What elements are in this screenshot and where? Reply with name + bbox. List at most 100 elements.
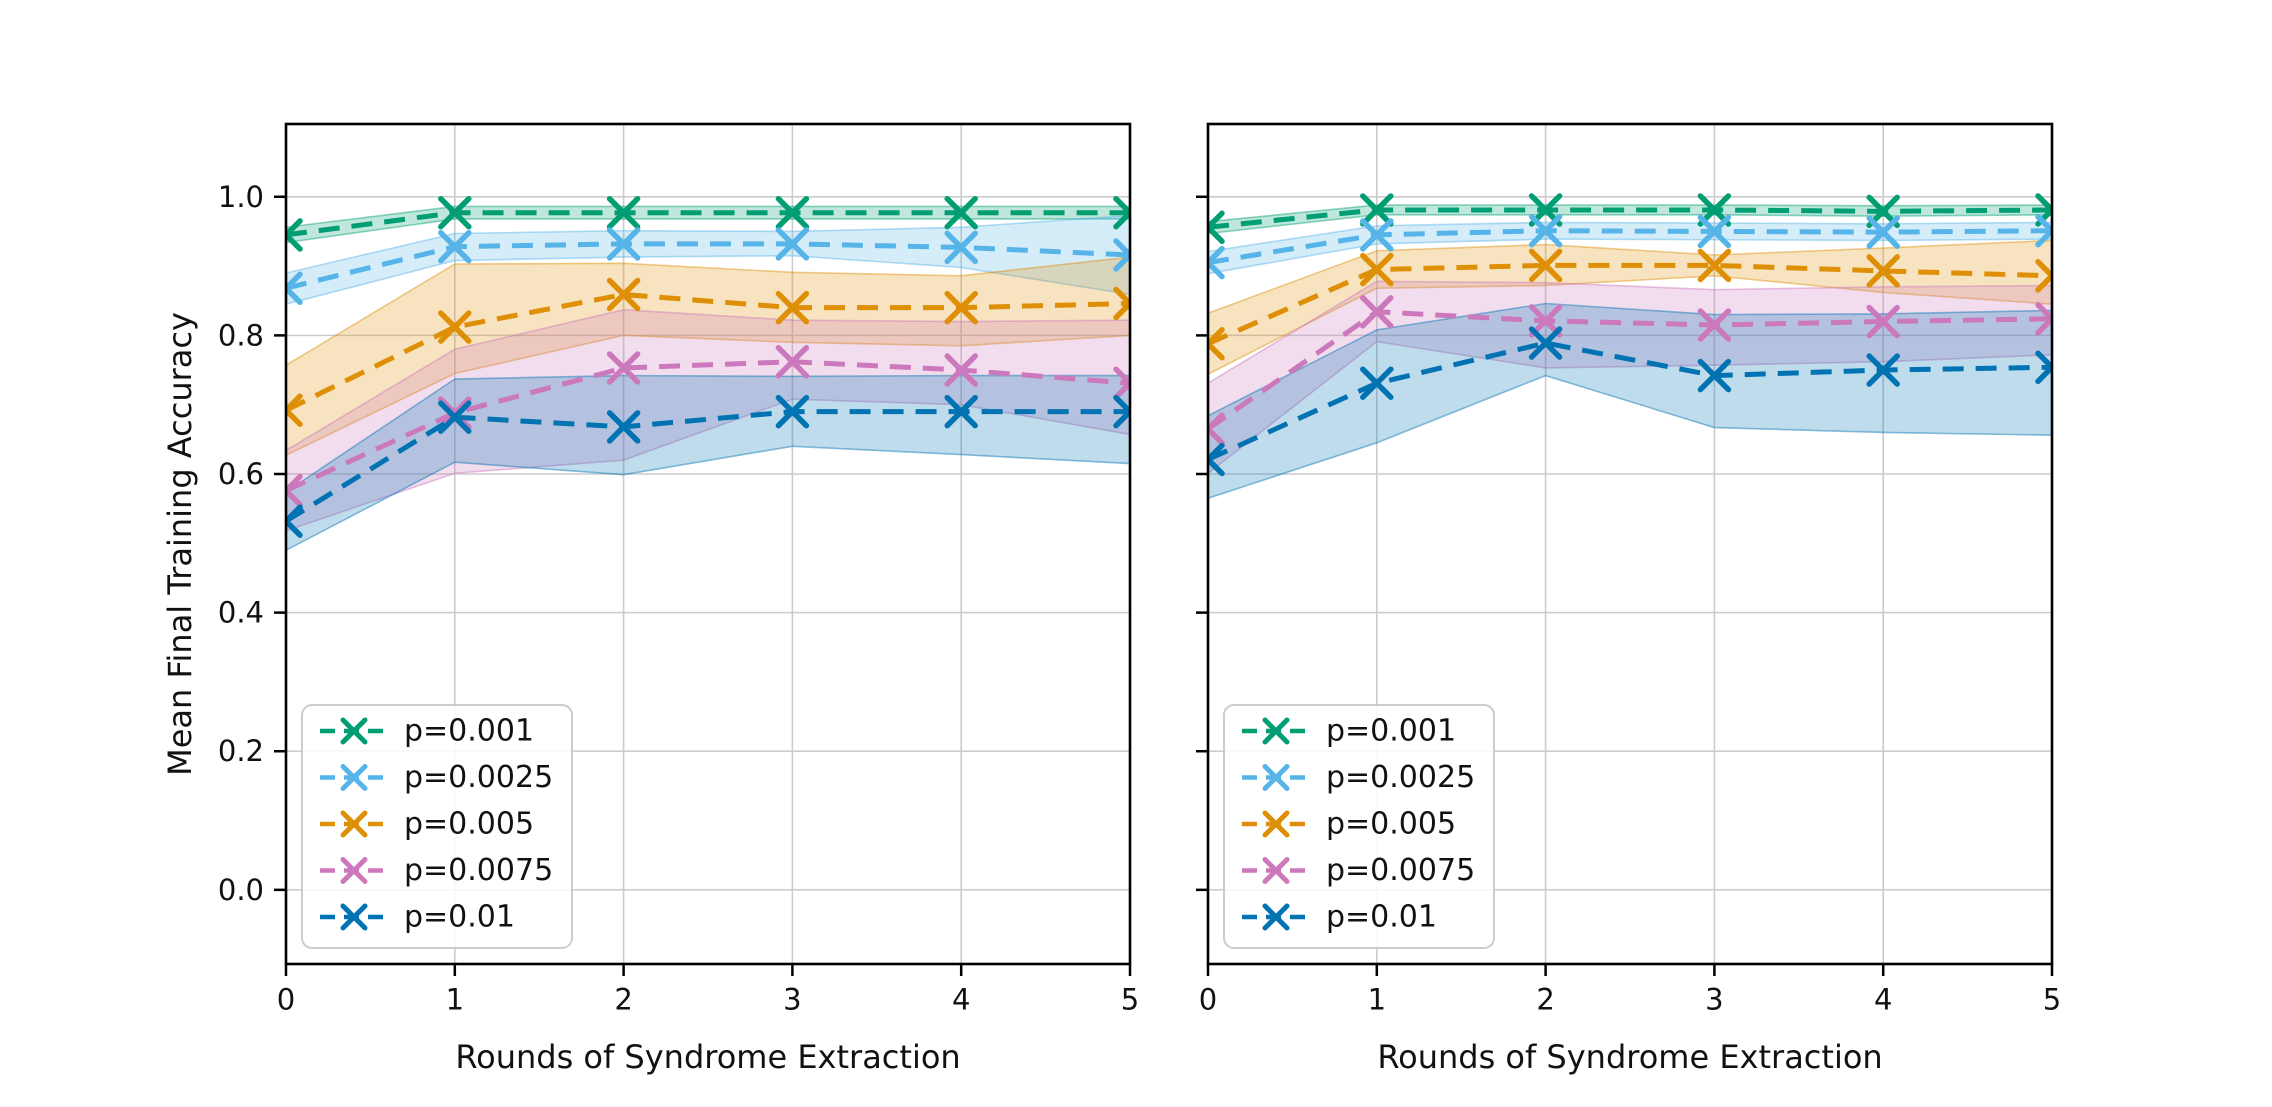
x-tick-label: 1 (446, 983, 464, 1017)
series-marker (775, 227, 810, 261)
legend: p=0.001 p=0.0025 p=0.005 p=0.0075 p=0.01 (1223, 704, 1495, 949)
series-marker (438, 310, 472, 344)
series-marker (1528, 248, 1563, 283)
series-marker (775, 195, 810, 230)
series-marker (1113, 286, 1130, 321)
series-marker (1866, 254, 1900, 288)
x-tick-label: 4 (952, 983, 970, 1017)
series-marker (286, 271, 303, 306)
confidence-band (1208, 302, 2052, 500)
legend-sample-marker (340, 717, 368, 745)
x-axis-label: Rounds of Syndrome Extraction (455, 1038, 960, 1076)
series-marker (1113, 394, 1130, 429)
confidence-band (286, 205, 1130, 244)
legend: p=0.001 p=0.0025 p=0.005 p=0.0075 p=0.01 (301, 704, 573, 949)
x-tick-label: 4 (1874, 983, 1892, 1017)
series-marker (1866, 215, 1900, 249)
series-line (1208, 262, 2052, 346)
series-marker (944, 230, 978, 265)
series-marker (775, 290, 810, 325)
x-axis-label: Rounds of Syndrome Extraction (1377, 1038, 1882, 1076)
series-line (1208, 340, 2052, 462)
series-marker (1113, 195, 1130, 230)
x-tick-label: 0 (277, 983, 295, 1017)
series-marker (1113, 238, 1130, 272)
legend-label: p=0.01 (404, 900, 515, 935)
x-tick-label: 1 (1368, 983, 1386, 1017)
series-line (286, 210, 1130, 238)
series-marker (775, 344, 810, 379)
series-marker (1208, 412, 1225, 446)
legend-item: p=0.0025 (320, 760, 553, 795)
series-marker (2035, 213, 2052, 248)
legend-sample-marker (1262, 717, 1290, 745)
y-axis-label: Mean Final Training Accuracy (161, 312, 199, 776)
series-marker (1208, 442, 1225, 477)
series-layer (1208, 193, 2052, 477)
series-marker (2035, 302, 2052, 336)
legend-item: p=0.0075 (320, 853, 553, 888)
y-tick-label: 0.4 (218, 596, 264, 630)
legend-item: p=0.005 (320, 807, 534, 842)
confidence-band (286, 308, 1130, 532)
series-marker (1360, 193, 1394, 227)
series-marker (1360, 295, 1394, 329)
x-tick-label: 5 (2043, 983, 2061, 1017)
y-tick-label: 1.0 (218, 180, 264, 214)
series-marker (1360, 366, 1394, 400)
series-line (286, 359, 1130, 493)
confidence-band (1208, 239, 2052, 376)
legend-label: p=0.0025 (1326, 760, 1475, 795)
legend-item: p=0.005 (1242, 807, 1456, 842)
series-line (286, 409, 1130, 524)
series-marker (1697, 214, 1732, 249)
series-marker (286, 473, 303, 508)
series-line (286, 241, 1130, 291)
series-marker (606, 195, 641, 230)
legend-sample-marker (1262, 764, 1290, 791)
series-marker (438, 400, 472, 434)
y-tick-label: 0.0 (218, 873, 264, 907)
series-marker (286, 504, 303, 538)
y-tick-label: 0.2 (218, 734, 264, 768)
legend-label: p=0.0025 (404, 760, 553, 795)
legend-item: p=0.0025 (1242, 760, 1475, 795)
series-line (1208, 228, 2052, 266)
x-tick-label: 3 (783, 983, 801, 1017)
series-marker (1360, 218, 1394, 252)
x-tick-label: 3 (1705, 983, 1723, 1017)
legend-item: p=0.0075 (1242, 853, 1475, 888)
legend-item: p=0.01 (320, 900, 515, 935)
series-marker (438, 396, 472, 430)
series-marker (606, 410, 641, 444)
legend-item: p=0.001 (320, 714, 534, 749)
ticks (1196, 195, 2054, 976)
series-marker (2035, 259, 2052, 293)
series-marker (2035, 350, 2052, 385)
series-marker (1528, 326, 1563, 360)
series-marker (286, 393, 303, 427)
legend-sample-marker (340, 764, 368, 791)
series-marker (1697, 358, 1732, 393)
series-marker (1208, 326, 1225, 361)
series-marker (606, 277, 641, 312)
axes-spines (284, 122, 1132, 966)
series-line (286, 291, 1130, 413)
legend-sample-marker (1262, 857, 1290, 884)
legend-label: p=0.005 (404, 807, 534, 842)
series-marker (1866, 353, 1900, 387)
legend-label: p=0.005 (1326, 807, 1456, 842)
legend-sample-marker (340, 857, 368, 884)
x-tick-label: 2 (1536, 983, 1554, 1017)
legend-item: p=0.001 (1242, 714, 1456, 749)
legend-label: p=0.01 (1326, 900, 1437, 935)
series-marker (944, 353, 978, 387)
series-marker (944, 394, 978, 429)
legend-label: p=0.001 (1326, 714, 1456, 749)
series-marker (1866, 304, 1900, 339)
x-tick-label: 0 (1199, 983, 1217, 1017)
series-marker (606, 227, 641, 261)
legend-label: p=0.0075 (404, 853, 553, 888)
legend-item: p=0.01 (1242, 900, 1437, 935)
